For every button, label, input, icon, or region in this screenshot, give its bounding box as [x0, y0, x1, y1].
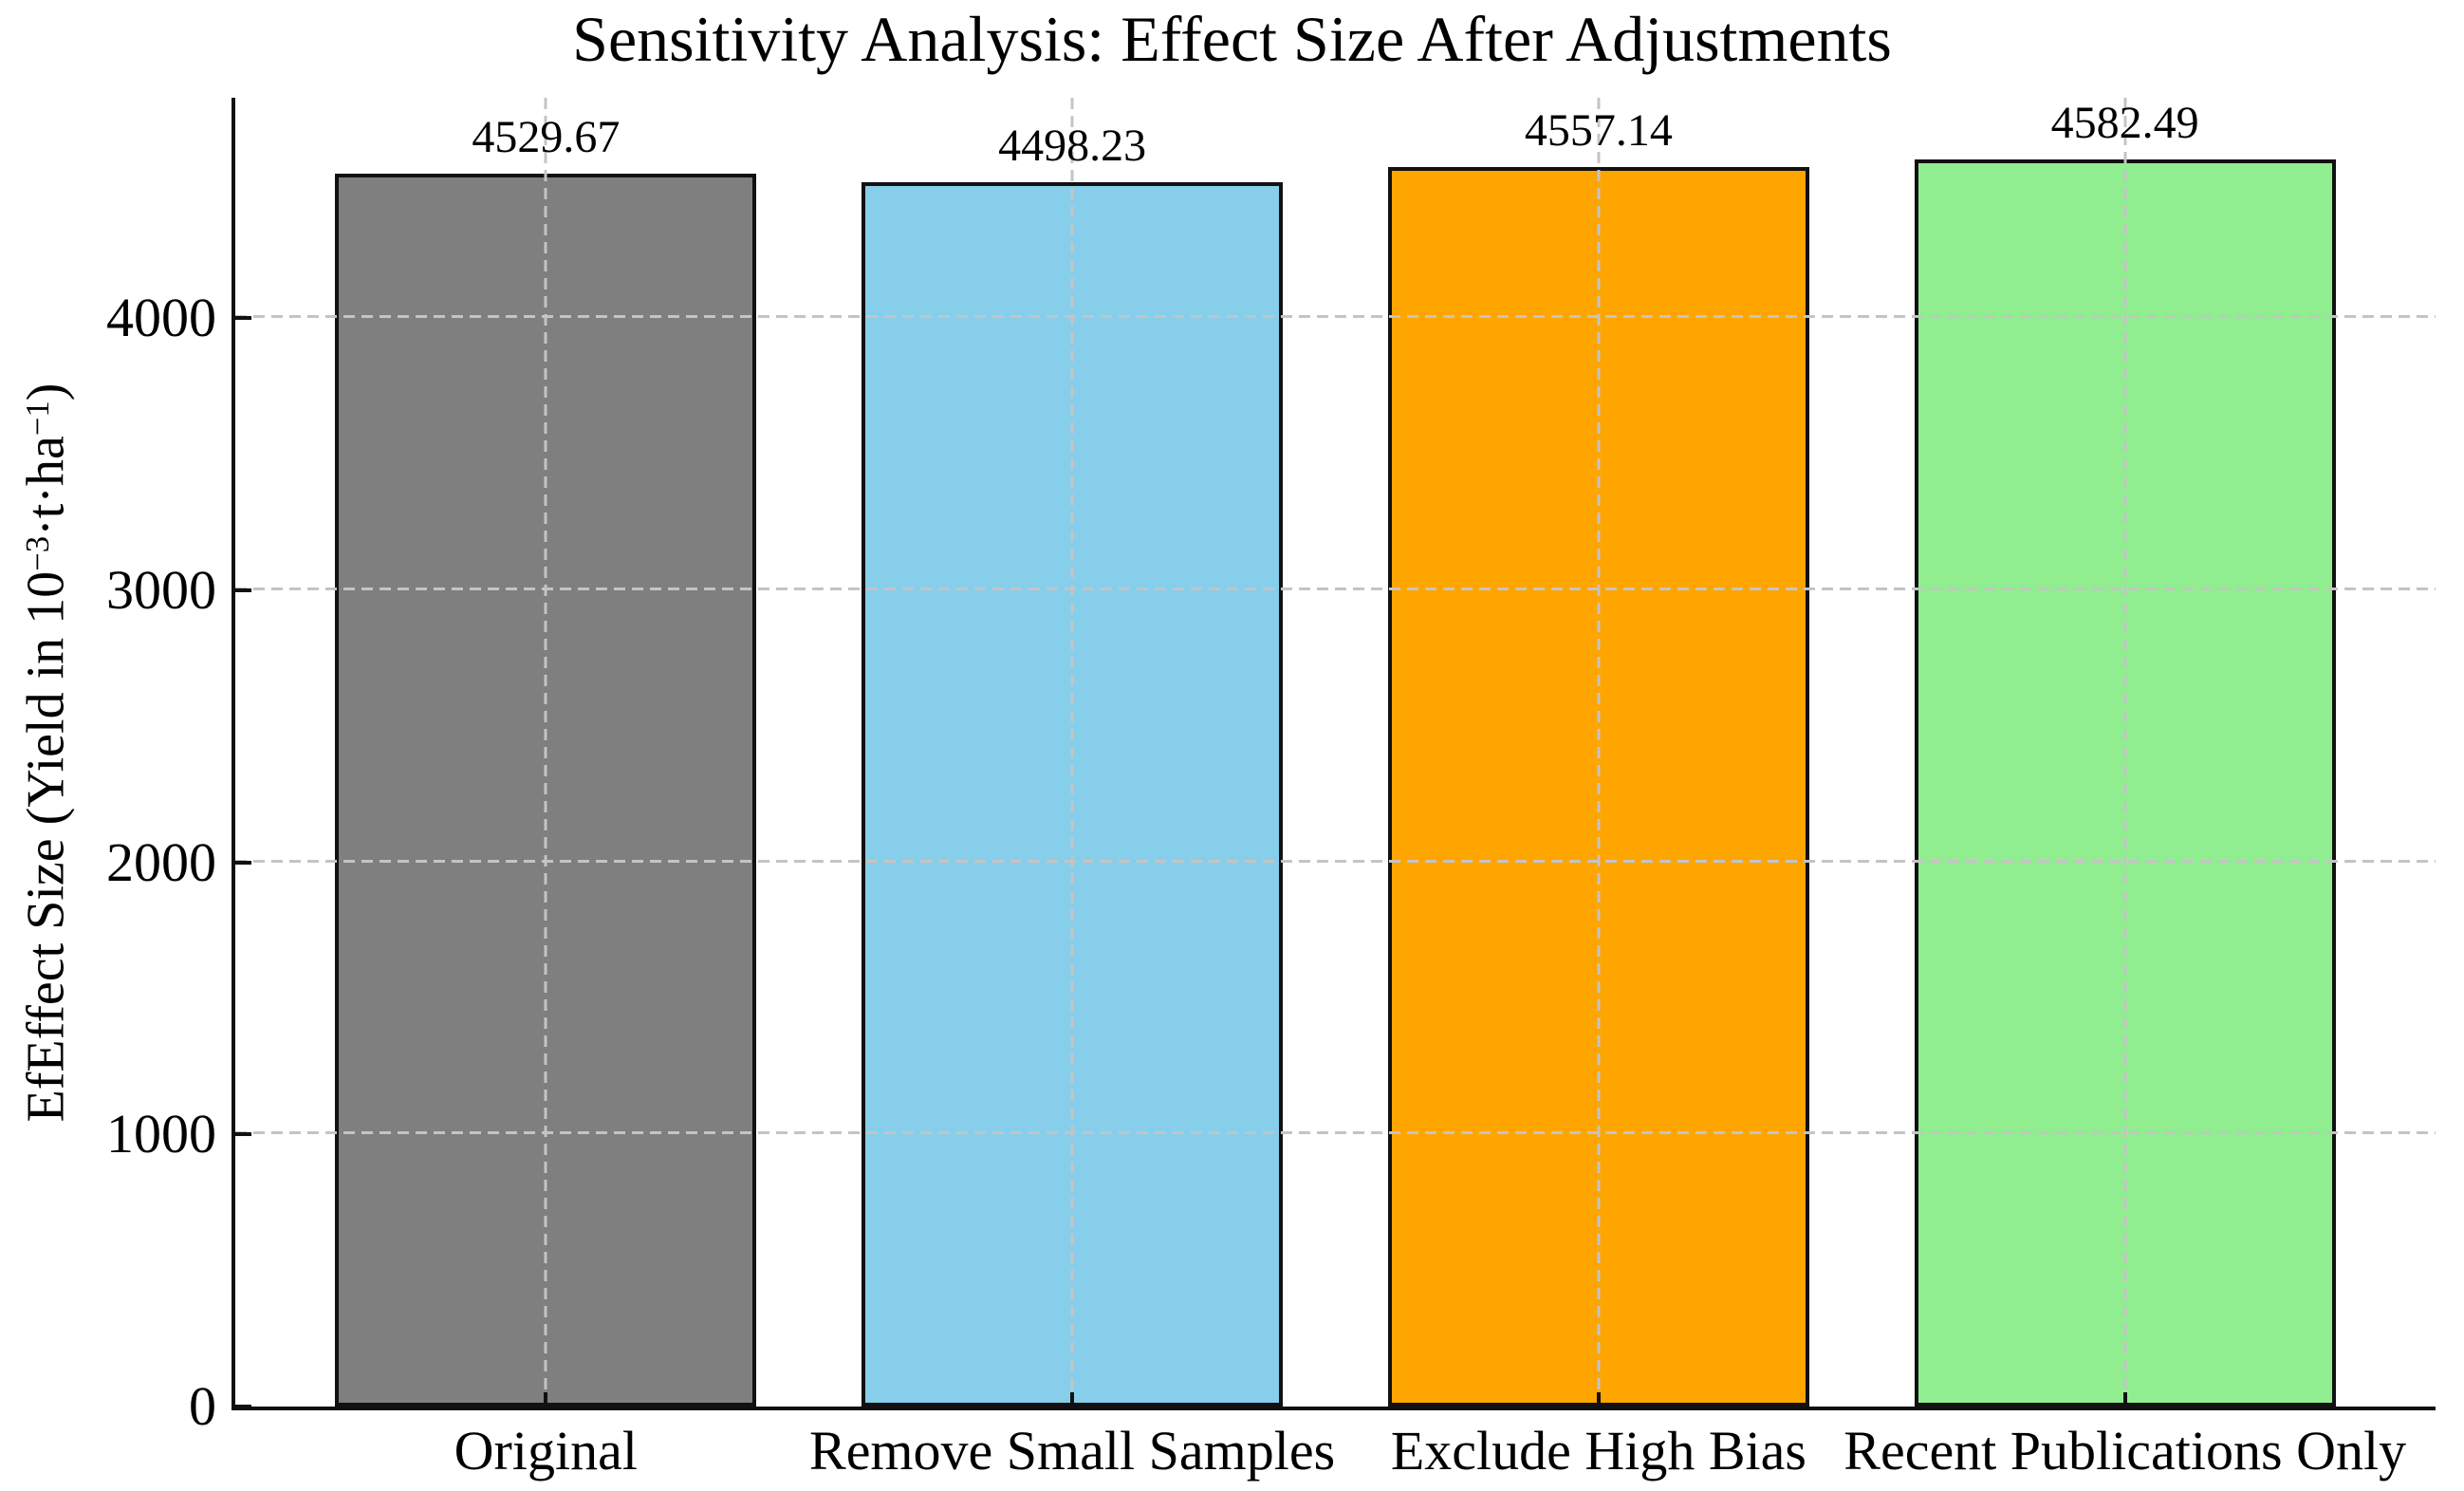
y-tick-label: 1000	[106, 1103, 216, 1165]
vertical-gridline	[2123, 98, 2127, 1407]
plot-area: 4529.67 4498.23 4557.14 4582.49	[235, 98, 2436, 1408]
chart-title: Sensitivity Analysis: Effect Size After …	[572, 3, 1892, 75]
x-tick-mark	[1070, 1392, 1075, 1407]
y-tick-label: 0	[189, 1375, 216, 1437]
bar-value-label: 4498.23	[998, 121, 1147, 172]
y-axis-label-part3: )	[16, 382, 75, 401]
bar-value-label: 4529.67	[472, 112, 621, 163]
x-tick-mark	[544, 1392, 548, 1407]
x-tick-mark	[1596, 1392, 1601, 1407]
x-tick-label-recent-publications-only: Recent Publications Only	[1843, 1420, 2407, 1482]
vertical-gridline	[1597, 98, 1601, 1407]
vertical-gridline	[1070, 98, 1074, 1407]
horizontal-gridline	[235, 859, 2436, 863]
y-tick-mark	[235, 860, 251, 865]
x-axis-spine	[232, 1407, 2436, 1410]
y-tick-label: 3000	[106, 558, 216, 621]
x-tick-label-original: Original	[454, 1420, 638, 1482]
x-tick-label-remove-small-samples: Remove Small Samples	[809, 1420, 1336, 1482]
x-tick-label-exclude-high-bias: Exclude High Bias	[1390, 1420, 1806, 1482]
horizontal-gridline	[235, 587, 2436, 590]
x-tick-mark	[2122, 1392, 2127, 1407]
y-tick-label: 4000	[106, 287, 216, 349]
bar-value-label: 4582.49	[2050, 98, 2199, 149]
y-tick-label: 2000	[106, 830, 216, 893]
y-axis-spine	[232, 98, 235, 1410]
y-tick-mark	[235, 587, 251, 592]
vertical-gridline	[544, 98, 547, 1407]
horizontal-gridline	[235, 315, 2436, 319]
bar-value-label: 4557.14	[1524, 104, 1673, 156]
y-axis-label-superscript-exponent2: −1	[18, 400, 56, 436]
y-tick-mark	[235, 316, 251, 321]
horizontal-gridline	[235, 1131, 2436, 1135]
y-axis-label-text: EfEffect Size (Yield in 10−3·t·ha−1)	[16, 382, 75, 1122]
y-axis-label-part2: ·t·ha	[16, 435, 75, 536]
y-tick-mark	[235, 1132, 251, 1137]
